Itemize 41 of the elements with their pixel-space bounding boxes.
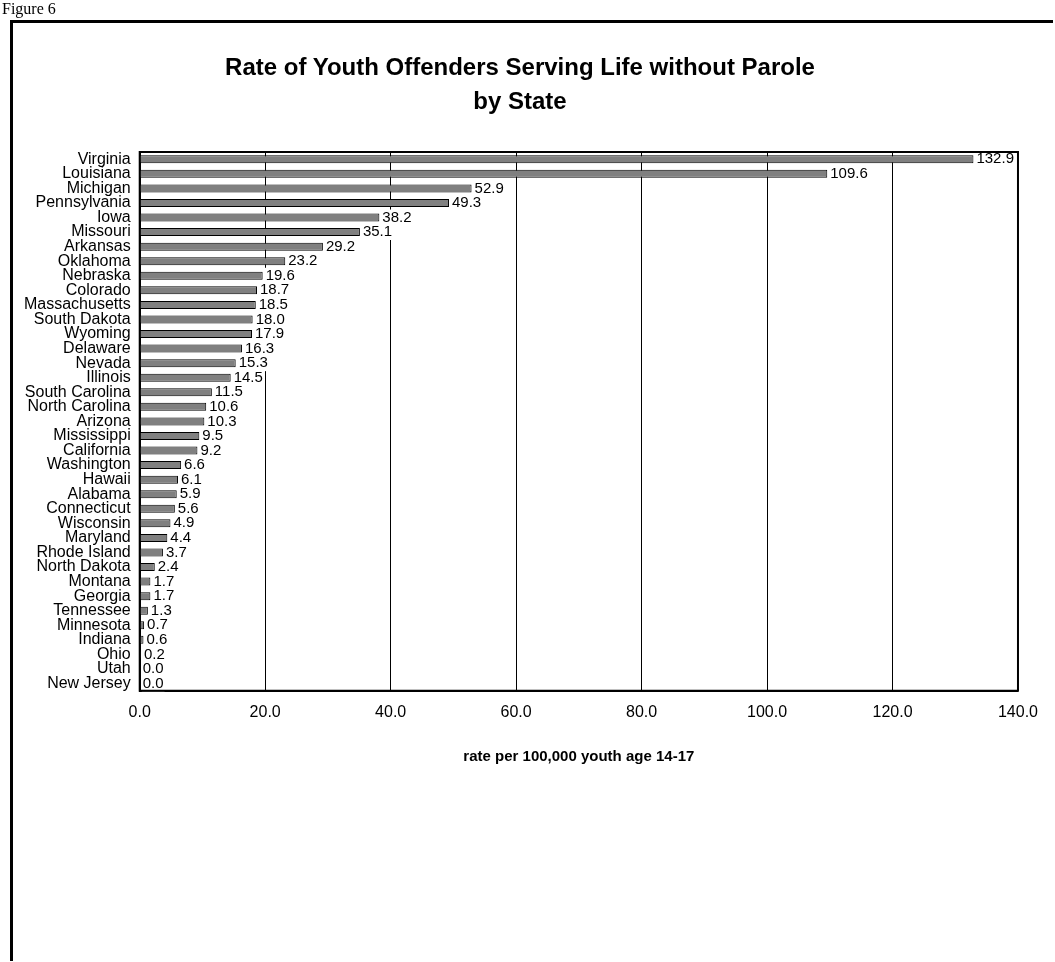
x-tick-label: 120.0	[872, 702, 913, 720]
data-label: 19.6	[265, 265, 295, 283]
y-tick-label: Michigan	[66, 178, 131, 196]
data-label: 109.6	[830, 163, 868, 181]
data-label: 0.0	[142, 673, 164, 691]
y-tick-label: Maryland	[64, 528, 131, 546]
data-label: 10.3	[207, 411, 237, 429]
data-label: 15.3	[238, 353, 268, 371]
y-tick-label: Mississippi	[53, 426, 131, 444]
y-tick-label: Iowa	[96, 207, 131, 225]
x-tick-label: 20.0	[249, 702, 281, 720]
x-tick-label: 80.0	[626, 702, 658, 720]
y-tick-label: Georgia	[73, 586, 131, 604]
data-label: 29.2	[325, 236, 356, 254]
data-label: 18.5	[258, 295, 288, 313]
data-label: 16.3	[244, 338, 275, 356]
data-label: 4.9	[173, 513, 195, 531]
y-tick-label: Wyoming	[64, 324, 131, 342]
y-tick-label: Washington	[46, 455, 131, 473]
caption: Figure 6	[2, 0, 56, 18]
data-label: 38.2	[382, 207, 412, 225]
y-tick-label: Alabama	[67, 484, 131, 502]
x-axis-title: rate per 100,000 youth age 14-17	[463, 747, 695, 765]
y-tick-label: Missouri	[71, 222, 131, 240]
chart-title: Rate of Youth Offenders Serving Life without Parole by State	[224, 52, 816, 116]
y-tick-label: Minnesota	[56, 615, 131, 633]
data-label: 35.1	[362, 222, 393, 240]
x-tick-label: 100.0	[747, 702, 788, 720]
y-tick-label: Virginia	[77, 149, 131, 167]
data-label: 18.7	[260, 280, 290, 298]
data-label: 49.3	[451, 193, 482, 211]
x-tick-label: 40.0	[375, 702, 407, 720]
x-tick-label: 0.0	[128, 702, 151, 720]
y-tick-label: Nevada	[75, 353, 131, 371]
data-label: 52.9	[474, 178, 504, 196]
data-label: 17.9	[255, 324, 285, 342]
x-tick-label: 140.0	[997, 702, 1039, 720]
data-label: 132.9	[976, 149, 1014, 167]
data-label: 18.0	[255, 309, 285, 327]
x-tick-label: 60.0	[500, 702, 532, 720]
data-label: 0.2	[143, 644, 165, 662]
